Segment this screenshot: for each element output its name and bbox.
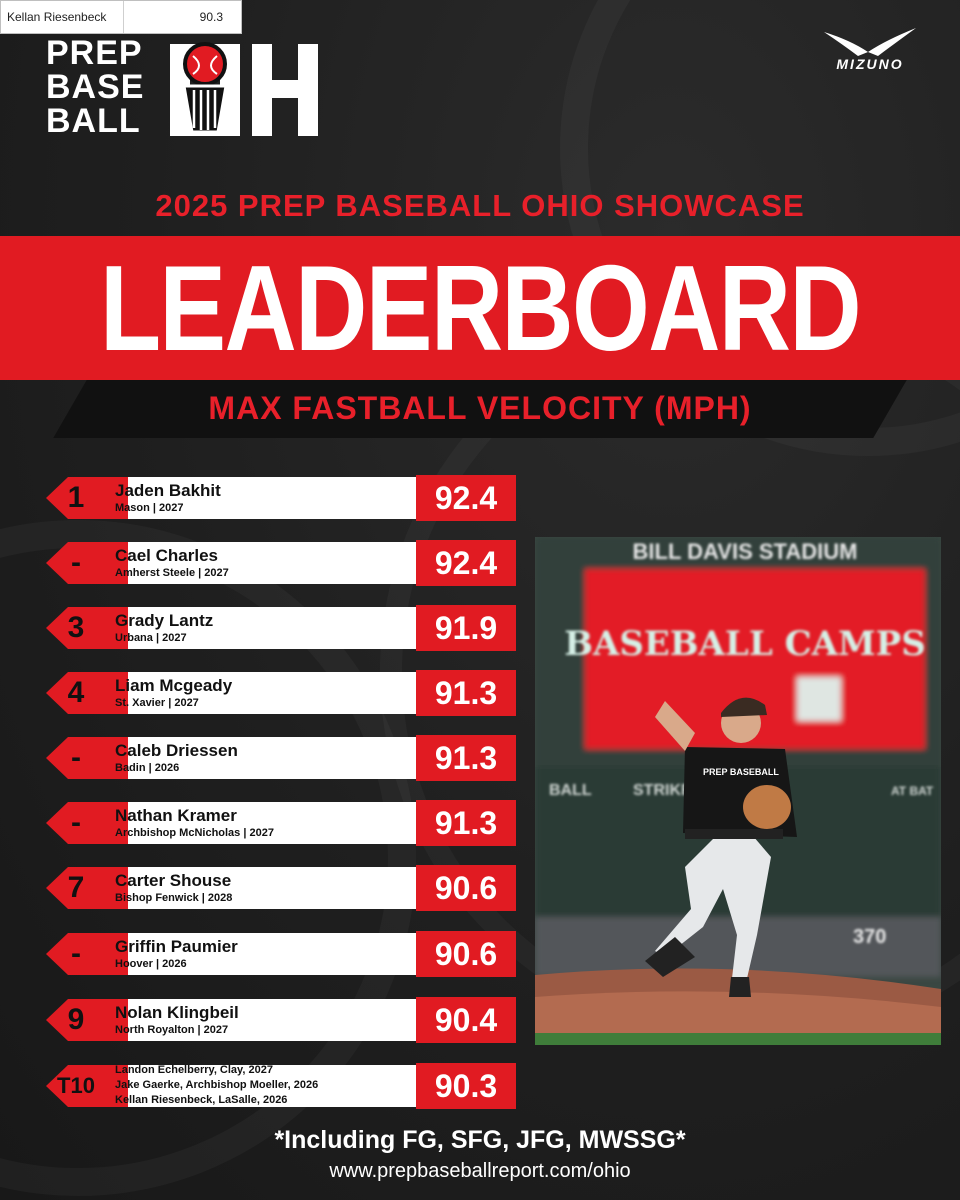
scoreboard-strike-label: STRIKE <box>633 782 692 799</box>
mizuno-wordmark: MIZUNO <box>836 56 904 72</box>
player-school-class: Hoover | 2026 <box>115 958 187 970</box>
velocity-badge <box>416 931 516 977</box>
player-name: Liam Mcgeady <box>115 676 233 695</box>
player-school-class: Badin | 2026 <box>115 762 180 774</box>
stat-subtitle: MAX FASTBALL VELOCITY (MPH) <box>208 390 752 426</box>
rank-number: 9 <box>67 1003 85 1036</box>
player-school-class: St. Xavier | 2027 <box>115 697 199 709</box>
rank-number: - <box>71 937 81 970</box>
velocity-badge <box>416 997 516 1043</box>
scoreboard-ball-label: BALL <box>549 782 592 799</box>
player-school-class: Amherst Steele | 2027 <box>115 567 229 579</box>
player-name: Grady Lantz <box>115 611 214 630</box>
leaderboard-row: - Cael Charles Amherst Steele | 2027 92.4 <box>46 540 516 586</box>
title-banner <box>0 236 960 380</box>
velocity-value: 90.6 <box>434 936 498 972</box>
leaderboard-row: - Caleb Driessen Badin | 2026 91.3 <box>46 735 516 781</box>
rank-number: T10 <box>57 1073 95 1098</box>
tied-player: Jake Gaerke, Archbishop Moeller, 2026 <box>115 1079 319 1091</box>
player-name: Nathan Kramer <box>115 806 237 825</box>
rank-number: - <box>71 546 81 579</box>
leaderboard-row-tie: T10 Landon Echelberry, Clay, 2027 Jake G… <box>46 1063 516 1109</box>
player-school-class: Urbana | 2027 <box>115 632 187 644</box>
velocity-value: 91.3 <box>434 805 498 841</box>
velocity-value: 91.9 <box>434 610 498 646</box>
leaderboard-row: 9 Nolan Klingbeil North Royalton | 2027 90.… <box>46 997 516 1043</box>
rank-number: 4 <box>67 676 85 709</box>
leaderboard-row: - Nathan Kramer Archbishop McNicholas | 20… <box>46 800 516 846</box>
tied-players: Landon Echelberry, Clay, 2027 Jake Gaerk… <box>115 1063 318 1108</box>
event-title: 2025 PREP BASEBALL OHIO SHOWCASE <box>155 188 805 223</box>
leaderboard-row: 7 Carter Shouse Bishop Fenwick | 2028 90.6 <box>46 865 516 911</box>
outfield-wall-number: 370 <box>853 926 886 948</box>
mizuno-runbird-logo <box>824 28 916 56</box>
player-school-class: Archbishop McNicholas | 2027 <box>115 827 274 839</box>
velocity-badge <box>416 735 516 781</box>
player-school-class: Bishop Fenwick | 2028 <box>115 892 233 904</box>
jersey-logo: PREP BASEBALL <box>703 767 779 777</box>
rank-number: 3 <box>67 611 85 644</box>
velocity-badge <box>416 1063 516 1109</box>
data-tooltip: Kellan Riesenbeck 90.3 <box>0 0 242 34</box>
velocity-badge <box>416 865 516 911</box>
logo-line-3: BALL <box>46 102 141 140</box>
player-school-class: North Royalton | 2027 <box>115 1024 229 1036</box>
footnote: *Including FG, SFG, JFG, MWSSG* <box>274 1126 686 1154</box>
leaderboard-row: 4 Liam Mcgeady St. Xavier | 2027 91.3 <box>46 670 516 716</box>
velocity-value: 92.4 <box>434 545 498 581</box>
rank-number: 7 <box>67 871 85 904</box>
velocity-value: 91.3 <box>434 740 498 776</box>
tied-player: Landon Echelberry, Clay, 2027 <box>115 1064 273 1076</box>
scoreboard-at-bat-label: AT BAT <box>891 784 934 798</box>
tooltip-value: 90.3 <box>199 10 223 24</box>
page-title: LEADERBOARD <box>99 240 862 376</box>
player-name: Griffin Paumier <box>115 937 238 956</box>
website-url: www.prepbaseballreport.com/ohio <box>329 1160 631 1182</box>
player-name: Jaden Bakhit <box>115 481 221 500</box>
velocity-value: 92.4 <box>434 480 498 516</box>
velocity-badge <box>416 540 516 586</box>
player-name: Nolan Klingbeil <box>115 1003 239 1022</box>
logo-line-2: BASE <box>46 68 145 106</box>
player-school-class: Mason | 2027 <box>115 502 184 514</box>
pitcher-figure: PREP BASEBALL <box>645 697 797 997</box>
velocity-value: 90.6 <box>434 870 498 906</box>
rank-number: 1 <box>67 481 85 514</box>
scoreboard-text: BASEBALL CAMPS <box>564 624 926 664</box>
velocity-badge <box>416 800 516 846</box>
ohio-logo-mark <box>170 42 318 136</box>
player-name: Carter Shouse <box>115 871 232 890</box>
pitcher-photo: BILL DAVIS STADIUM BASEBALL CAMPS BALL S… <box>535 537 941 1045</box>
velocity-badge <box>416 605 516 651</box>
tied-player: Kellan Riesenbeck, LaSalle, 2026 <box>115 1094 288 1106</box>
tooltip-label: Kellan Riesenbeck <box>1 1 124 33</box>
leaderboard-row: - Griffin Paumier Hoover | 2026 90.6 <box>46 931 516 977</box>
velocity-badge <box>416 475 516 521</box>
velocity-value: 91.3 <box>434 675 498 711</box>
stadium-sign: BILL DAVIS STADIUM <box>633 539 858 564</box>
rank-number: - <box>71 806 81 839</box>
logo-line-1: PREP <box>46 34 143 72</box>
player-name: Cael Charles <box>115 546 218 565</box>
leaderboard-row: 1 Jaden Bakhit Mason | 2027 92.4 <box>46 475 516 521</box>
prep-baseball-logo: PREP BASE BALL <box>46 36 144 138</box>
leaderboard-row: 3 Grady Lantz Urbana | 2027 91.9 <box>46 605 516 651</box>
player-name: Caleb Driessen <box>115 741 238 760</box>
rank-number: - <box>71 741 81 774</box>
velocity-value: 90.4 <box>434 1002 498 1038</box>
velocity-value: 90.3 <box>434 1068 498 1104</box>
velocity-badge <box>416 670 516 716</box>
